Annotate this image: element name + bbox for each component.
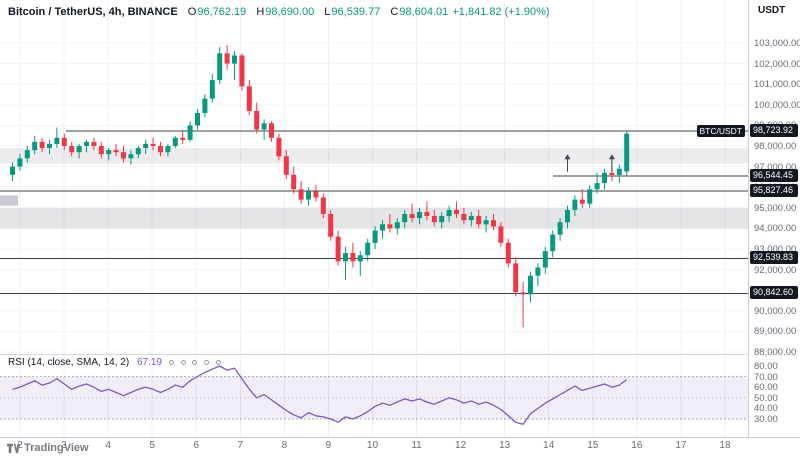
rsi-tick-label: 40.00 <box>754 403 778 415</box>
symbol-title[interactable]: Bitcoin / TetherUS, 4h, BINANCE <box>8 6 178 18</box>
time-tick-label: 8 <box>281 440 288 451</box>
delete-icon[interactable] <box>204 359 210 365</box>
candlestick-chart[interactable] <box>0 0 748 437</box>
tradingview-logo-icon <box>7 443 20 454</box>
price-tick-label: 95,000.00 <box>754 202 797 214</box>
price-level-chip: 96,544.45 <box>750 168 798 182</box>
price-tick-label: 93,000.00 <box>754 244 797 255</box>
time-tick-label: 4 <box>105 440 111 451</box>
price-tick-label: 100,000.00 <box>754 99 800 111</box>
time-axis[interactable]: TradingView 2 3 4 5 6 7 8 9 10 11 12 13 14 15 16 17 18 <box>0 437 800 457</box>
open-value: 96,762.19 <box>197 6 247 18</box>
rsi-tick-label: 50.00 <box>754 392 778 404</box>
tradingview-logo[interactable]: TradingView <box>6 442 89 454</box>
change-value: +1,841.82 (+1.90%) <box>452 6 550 18</box>
low-value: 96,539.77 <box>331 6 381 18</box>
price-tick-label: 94,000.00 <box>754 223 797 235</box>
price-tick-label: 89,000.00 <box>754 326 797 338</box>
low-label: L <box>324 6 331 18</box>
high-value: 98,690.00 <box>265 6 315 18</box>
price-tick-label: 92,000.00 <box>754 264 797 276</box>
time-tick-label: 10 <box>366 440 379 451</box>
price-level-chip: 92,539.83 <box>750 251 798 265</box>
price-tick-label: 102,000.00 <box>754 58 800 70</box>
open-label: O <box>187 6 197 18</box>
price-tick-label: 98,000.00 <box>754 141 797 152</box>
more-options-icon[interactable] <box>215 359 221 365</box>
settings-icon[interactable] <box>180 359 186 365</box>
time-tick-label: 9 <box>325 440 332 451</box>
price-tick-label: 88,000.00 <box>754 347 797 358</box>
rsi-tick-label: 70.00 <box>754 371 778 383</box>
time-tick-label: 12 <box>455 440 467 451</box>
time-tick-label: 17 <box>675 440 687 451</box>
rsi-indicator-legend[interactable]: RSI (14, close, SMA, 14, 2) 67.19 <box>8 357 221 368</box>
time-tick-label: 5 <box>149 440 155 451</box>
currency-label[interactable]: USDT <box>758 5 786 16</box>
rsi-tick-label: 60.00 <box>754 382 778 394</box>
time-tick-label: 15 <box>587 440 599 451</box>
symbol-legend: Bitcoin / TetherUS, 4h, BINANCE O96,762.… <box>8 6 550 18</box>
rsi-value: 67.19 <box>136 357 162 368</box>
close-label: C <box>390 6 399 18</box>
rsi-tick-label: 80.00 <box>754 361 778 372</box>
time-tick-label: 6 <box>193 440 200 451</box>
time-tick-label: 14 <box>543 440 555 451</box>
time-tick-label: 2 <box>17 440 23 451</box>
visibility-icon[interactable] <box>168 359 174 365</box>
time-tick-label: 3 <box>61 440 67 451</box>
high-label: H <box>256 6 265 18</box>
source-icon[interactable] <box>192 359 198 365</box>
horizontal-line-label-chip[interactable]: BTC/USDT <box>696 125 745 138</box>
time-tick-label: 13 <box>499 440 511 451</box>
tradingview-logo-text: TradingView <box>24 442 89 454</box>
close-value: 98,604.01 <box>399 6 449 18</box>
price-tick-label: 90,000.00 <box>754 305 797 317</box>
rsi-legend-title: RSI (14, close, SMA, 14, 2) <box>8 357 130 368</box>
time-tick-label: 7 <box>237 440 244 451</box>
price-level-chip: 98,723.92 <box>750 124 798 138</box>
price-level-chip: 90,842.60 <box>750 286 798 300</box>
time-tick-label: 16 <box>631 440 643 451</box>
price-chart-pane[interactable]: Bitcoin / TetherUS, 4h, BINANCE O96,762.… <box>0 0 748 437</box>
time-tick-label: 18 <box>719 440 731 451</box>
price-axis[interactable]: USDT 103,000.00 102,000.00 101,000.00 100,0… <box>748 0 800 437</box>
price-tick-label: 101,000.00 <box>754 79 800 91</box>
price-level-chip: 95,827.46 <box>750 183 798 197</box>
rsi-tick-label: 30.00 <box>754 414 778 425</box>
price-tick-label: 97,000.00 <box>754 161 797 173</box>
price-tick-label: 103,000.00 <box>754 38 800 49</box>
time-tick-label: 11 <box>411 440 422 451</box>
